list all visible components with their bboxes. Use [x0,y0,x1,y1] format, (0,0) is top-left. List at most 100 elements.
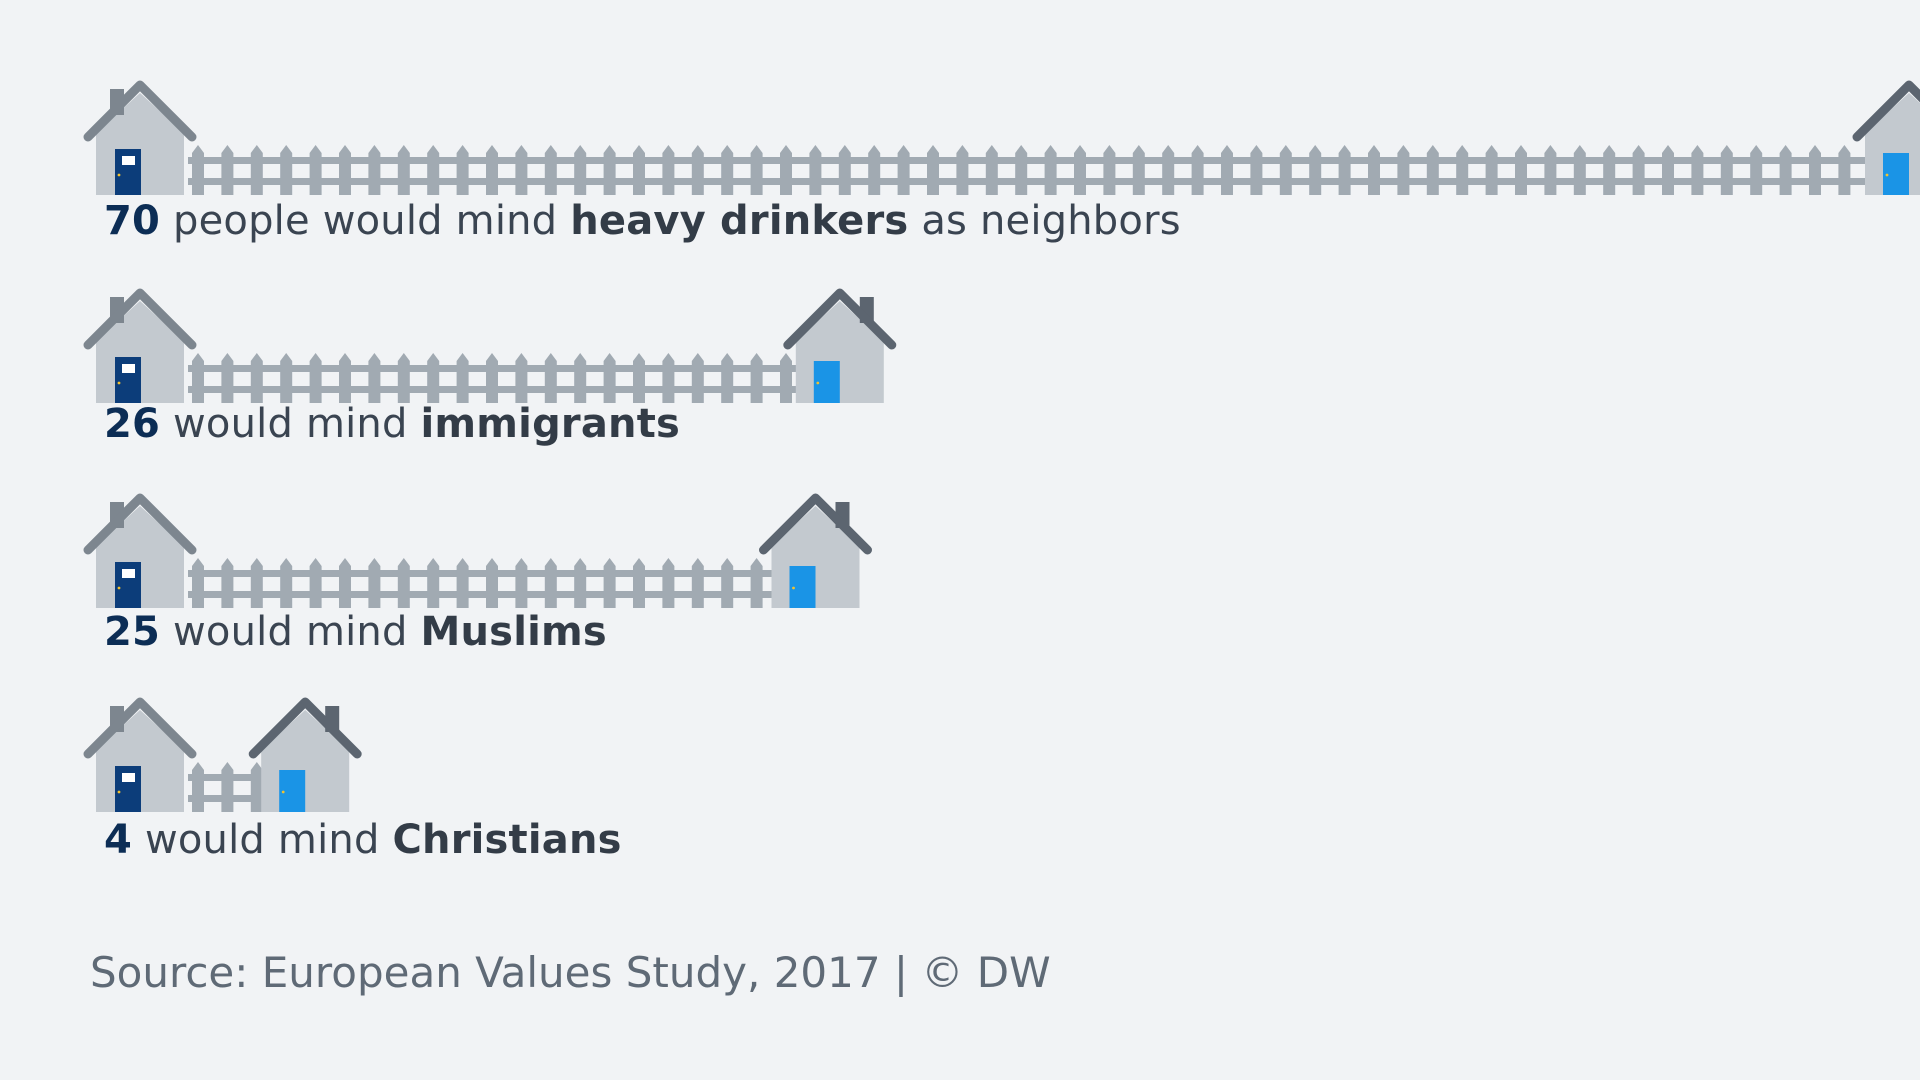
fence-picket [1309,145,1322,195]
row-label-christians: 4 would mind Christians [104,816,622,864]
door-knob [117,381,121,385]
fence-picket [456,558,469,608]
fence-picket [868,145,881,195]
house-icon [83,697,197,812]
fence-picket [192,353,204,403]
row-label-heavy-drinkers: 70 people would mind heavy drinkers as n… [104,197,1181,245]
fence-picket [456,145,469,195]
row-text-pre: would mind [132,817,393,863]
door [115,149,141,195]
fence-picket [1015,145,1028,195]
row-muslims [83,493,872,608]
fence-picket [1544,145,1557,195]
row-group: immigrants [420,401,681,447]
fence-picket [250,353,263,403]
fence-picket [221,558,234,608]
fence-picket [192,558,204,608]
fence-picket [309,353,322,403]
fence-picket [809,145,822,195]
roof [1852,80,1920,142]
fence-picket [1720,145,1733,195]
door [115,562,141,608]
fence-picket [192,762,204,812]
fence-picket [750,353,763,403]
fence-picket [192,145,204,195]
fence-picket [544,558,557,608]
row-label-immigrants: 26 would mind immigrants [104,400,680,448]
door-window [122,364,135,373]
fence-picket [221,353,234,403]
row-group: heavy drinkers [570,198,909,244]
fence-picket [486,353,498,403]
fence-icon [188,353,806,403]
fence-picket [427,145,440,195]
fence-picket [1338,145,1351,195]
fence-picket [280,353,293,403]
fence-picket [691,353,704,403]
door-window [122,773,135,782]
door-knob [1885,173,1889,177]
house-icon [83,493,197,608]
neighbor-house-icon [759,493,872,608]
fence-picket [1485,145,1498,195]
row-text-pre: would mind [160,401,421,447]
fence-picket [280,145,293,195]
fence-picket [662,145,675,195]
fence-picket [368,145,381,195]
fence-picket [250,762,263,812]
fence-picket [662,558,675,608]
fence-picket [721,353,734,403]
fence-picket [515,353,528,403]
roof [248,697,362,759]
fence-picket [1191,145,1204,195]
fence-picket [780,145,792,195]
house-icon [83,288,197,403]
row-value: 70 [104,198,161,244]
fence-picket [603,145,616,195]
row-label-muslims: 25 would mind Muslims [104,608,607,656]
source-note: Source: European Values Study, 2017 | © … [90,948,1051,997]
fence-picket [574,145,587,195]
fence-picket [515,558,528,608]
fence-picket [309,145,322,195]
fence-picket [780,353,792,403]
fence-picket [838,145,851,195]
fence-picket [368,353,381,403]
row-text-post: as neighbors [908,198,1181,244]
fence-picket [1397,145,1410,195]
fence-picket [1250,145,1263,195]
fence-picket [368,558,381,608]
fence-picket [633,558,645,608]
fence-picket [1132,145,1145,195]
fence-picket [221,762,234,812]
row-value: 4 [104,817,133,863]
fence-picket [1691,145,1704,195]
fence-picket [927,145,939,195]
row-group: Muslims [420,609,607,655]
fence-picket [603,353,616,403]
door-knob [117,173,121,177]
fence-picket [1103,145,1116,195]
door-knob [281,790,285,794]
neighbor-house-icon [1852,80,1920,195]
fence-picket [1456,145,1469,195]
fence-picket [339,558,351,608]
fence-picket [397,558,410,608]
fence-icon [188,762,272,812]
fence-picket [721,558,734,608]
neighbor-house-icon [783,288,897,403]
row-text-pre: people would mind [160,198,571,244]
row-christians [83,697,362,812]
fence-picket [250,558,263,608]
fence-picket [574,558,587,608]
fence-picket [1779,145,1792,195]
door-window [122,569,135,578]
fence-icon [188,145,1875,195]
fence-picket [1044,145,1057,195]
fence-picket [691,558,704,608]
door-knob [792,586,795,590]
door [115,766,141,812]
fence-picket [397,353,410,403]
door-knob [816,381,820,385]
